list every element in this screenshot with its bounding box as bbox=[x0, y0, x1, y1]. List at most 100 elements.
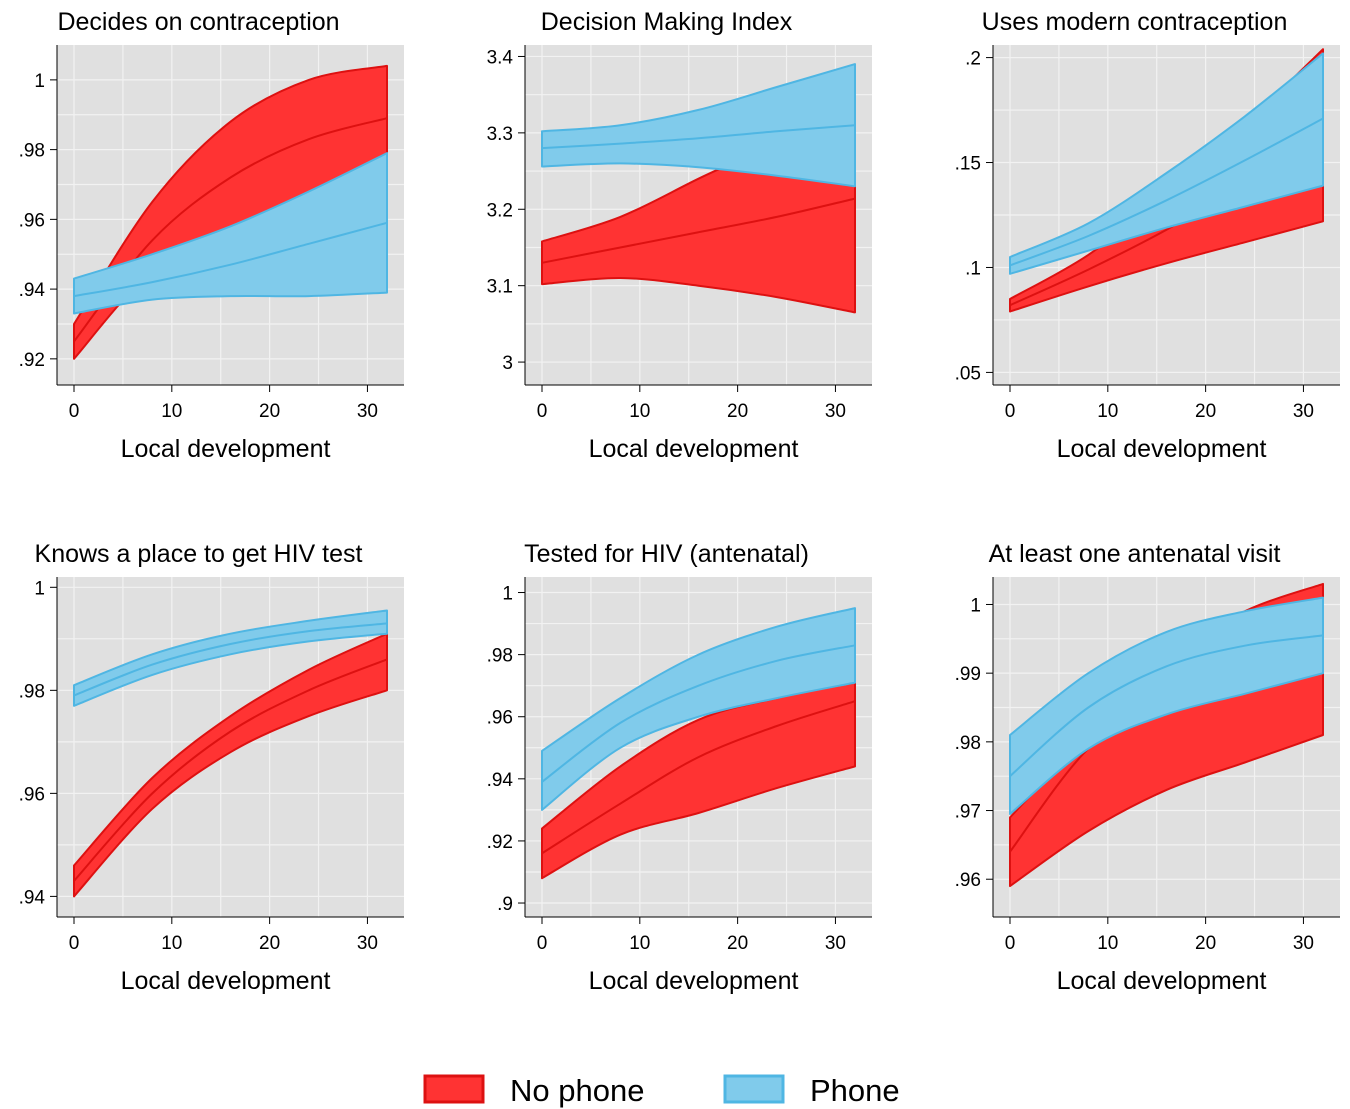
y-tick-label: .98 bbox=[19, 141, 45, 162]
x-tick-label: 0 bbox=[537, 401, 548, 422]
y-tick-label: .92 bbox=[487, 832, 513, 853]
x-tick-label: 10 bbox=[629, 933, 650, 954]
fit-line-phone bbox=[541, 124, 856, 150]
fit-line-phone bbox=[73, 622, 388, 697]
y-tick-label: .05 bbox=[955, 363, 981, 384]
x-tick-label: 30 bbox=[825, 401, 846, 422]
x-tick-label: 0 bbox=[69, 401, 80, 422]
x-tick-label: 30 bbox=[357, 933, 378, 954]
y-tick-label: .96 bbox=[19, 784, 45, 805]
y-tick-label: 1 bbox=[34, 71, 45, 92]
ci-band-no-phone bbox=[541, 681, 856, 880]
panel-title: Decides on contraception bbox=[57, 8, 339, 36]
ci-band-phone bbox=[1009, 52, 1324, 275]
y-axis: .05 .1 .15 .2 bbox=[955, 45, 994, 385]
legend-swatch-phone bbox=[723, 1074, 785, 1104]
x-axis-title: Local development bbox=[121, 435, 331, 463]
x-tick-label: 10 bbox=[629, 401, 650, 422]
y-axis: 3 3.1 3.2 3.3 3.4 bbox=[487, 45, 526, 385]
x-tick-label: 0 bbox=[1005, 401, 1016, 422]
ci-band-phone bbox=[73, 609, 388, 707]
y-tick-label: 3.1 bbox=[487, 277, 513, 298]
fit-line-phone bbox=[1009, 117, 1324, 267]
y-tick-label: .2 bbox=[965, 49, 981, 70]
y-axis: .9 .92 .94 .96 .98 1 bbox=[487, 577, 526, 917]
panel-title: Uses modern contraception bbox=[982, 8, 1288, 36]
y-tick-label: .99 bbox=[955, 664, 981, 685]
ci-band-no-phone bbox=[73, 632, 388, 898]
fit-line-phone bbox=[1009, 634, 1324, 777]
x-axis: 0 10 20 30 bbox=[57, 384, 404, 422]
y-tick-label: .1 bbox=[965, 258, 981, 279]
panel-title: Knows a place to get HIV test bbox=[35, 540, 363, 568]
fit-line-phone bbox=[73, 221, 388, 298]
x-tick-label: 30 bbox=[1293, 933, 1314, 954]
x-axis: 0 10 20 30 bbox=[993, 916, 1340, 954]
ci-band-phone bbox=[73, 152, 388, 315]
legend: No phone Phone bbox=[423, 1073, 900, 1108]
x-axis: 0 10 20 30 bbox=[993, 384, 1340, 422]
legend-label-no-phone: No phone bbox=[510, 1073, 644, 1108]
y-tick-label: 3 bbox=[502, 353, 513, 374]
x-axis: 0 10 20 30 bbox=[57, 916, 404, 954]
x-tick-label: 20 bbox=[259, 401, 280, 422]
y-axis: .96 .97 .98 .99 1 bbox=[955, 577, 994, 917]
ci-band-phone bbox=[541, 63, 856, 188]
panel-title: Tested for HIV (antenatal) bbox=[524, 540, 809, 568]
y-tick-label: 3.3 bbox=[487, 124, 513, 145]
x-tick-label: 30 bbox=[825, 933, 846, 954]
x-axis-title: Local development bbox=[121, 967, 331, 995]
x-tick-label: 0 bbox=[537, 933, 548, 954]
y-tick-label: .94 bbox=[487, 770, 514, 791]
y-tick-label: .96 bbox=[487, 708, 513, 729]
y-axis: .94 .96 .98 1 bbox=[19, 577, 58, 917]
x-axis-title: Local development bbox=[589, 435, 799, 463]
x-axis-title: Local development bbox=[589, 967, 799, 995]
y-tick-label: .96 bbox=[19, 210, 45, 231]
x-tick-label: 0 bbox=[69, 933, 80, 954]
y-tick-label: .96 bbox=[955, 870, 981, 891]
y-tick-label: .97 bbox=[955, 802, 981, 823]
x-axis-title: Local development bbox=[1057, 435, 1267, 463]
y-tick-label: 1 bbox=[970, 595, 981, 616]
x-tick-label: 10 bbox=[161, 401, 182, 422]
x-tick-label: 20 bbox=[1195, 401, 1216, 422]
x-tick-label: 20 bbox=[1195, 933, 1216, 954]
ci-band-phone bbox=[1009, 596, 1324, 815]
x-tick-label: 10 bbox=[161, 933, 182, 954]
x-tick-label: 20 bbox=[727, 401, 748, 422]
x-axis-title: Local development bbox=[1057, 967, 1267, 995]
y-tick-label: 3.2 bbox=[487, 200, 513, 221]
y-tick-label: .94 bbox=[19, 280, 46, 301]
y-tick-label: .92 bbox=[19, 350, 45, 371]
y-tick-label: .98 bbox=[19, 681, 45, 702]
x-tick-label: 0 bbox=[1005, 933, 1016, 954]
x-tick-label: 30 bbox=[357, 401, 378, 422]
legend-label-phone: Phone bbox=[810, 1073, 900, 1108]
x-tick-label: 20 bbox=[727, 933, 748, 954]
fit-line-no-phone bbox=[73, 658, 388, 882]
fit-line-no-phone bbox=[541, 700, 856, 855]
y-tick-label: .15 bbox=[955, 154, 981, 175]
y-axis: .92 .94 .96 .98 1 bbox=[19, 45, 58, 385]
x-tick-label: 10 bbox=[1097, 933, 1118, 954]
panel-2: 3 3.1 3.2 3.3 3.4 0 10 20 30 Local development Dec… bbox=[487, 8, 872, 463]
panel-3: .05 .1 .15 .2 0 10 20 30 Local development Uses m… bbox=[955, 8, 1340, 463]
legend-swatch-no-phone bbox=[423, 1074, 485, 1104]
y-tick-label: .94 bbox=[19, 887, 46, 908]
y-tick-label: .98 bbox=[487, 646, 513, 667]
y-tick-label: 1 bbox=[34, 578, 45, 599]
x-tick-label: 30 bbox=[1293, 401, 1314, 422]
x-tick-label: 10 bbox=[1097, 401, 1118, 422]
y-tick-label: 1 bbox=[502, 584, 513, 605]
panel-title: At least one antenatal visit bbox=[989, 540, 1281, 568]
y-tick-label: .9 bbox=[497, 894, 513, 915]
x-tick-label: 20 bbox=[259, 933, 280, 954]
fit-line-no-phone bbox=[541, 197, 856, 264]
